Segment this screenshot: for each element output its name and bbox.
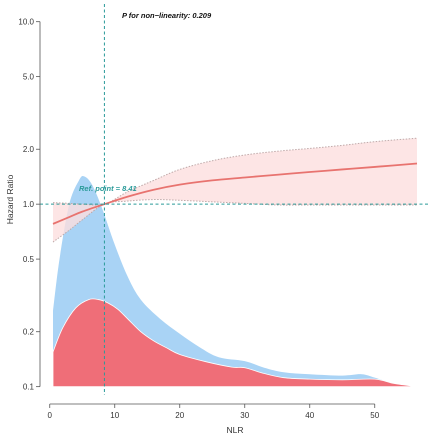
y-tick-label: 0.5 [23, 255, 35, 264]
x-tick-label: 50 [370, 411, 379, 420]
y-tick-label: 2.0 [23, 145, 35, 154]
x-tick-label: 10 [110, 411, 119, 420]
y-tick-label: 5.0 [23, 73, 35, 82]
x-tick-label: 0 [48, 411, 53, 420]
density-area-red [52, 298, 418, 388]
p-value-annotation: P for non−linearity: 0.209 [122, 11, 212, 20]
x-tick-label: 30 [240, 411, 249, 420]
x-tick-label: 20 [175, 411, 184, 420]
y-tick-label: 0.2 [23, 328, 35, 337]
y-tick-label: 1.0 [23, 200, 35, 209]
plot-area: 0.1 0.2 0.5 1.0 2.0 5.0 10.0 0 10 20 30 40 50 [18, 4, 430, 420]
hazard-ratio-line [52, 162, 418, 225]
x-tick-label: 40 [305, 411, 314, 420]
ci-upper-line [52, 137, 418, 206]
y-tick-label: 0.1 [23, 383, 35, 392]
y-axis-title: Hazard Ratio [5, 174, 15, 224]
x-axis-title: NLR [226, 425, 243, 435]
confidence-band [53, 138, 417, 243]
reference-point-label: Ref. point = 8.41 [79, 184, 137, 193]
y-tick-label: 10.0 [18, 18, 34, 27]
